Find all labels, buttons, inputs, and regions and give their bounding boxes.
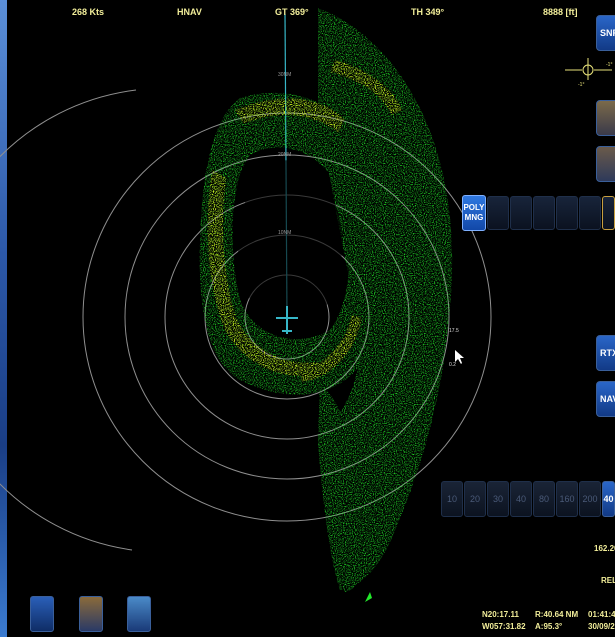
nav-button[interactable]: NAV: [596, 381, 615, 417]
range-button-30[interactable]: 30: [487, 481, 509, 517]
eyewall-green: [199, 92, 389, 395]
rel-label: REL: [601, 576, 615, 585]
poly-label-line1: POLY: [463, 203, 485, 212]
latitude-readout: N20:17.11: [482, 610, 519, 619]
globe-button[interactable]: [127, 596, 151, 632]
heavy-outer: [330, 60, 402, 115]
ring-label-20: 20NM: [278, 152, 291, 158]
gain-value: 162.20: [594, 544, 615, 553]
edit-tool-button[interactable]: [556, 196, 578, 230]
true-heading: TH 349°: [411, 7, 445, 17]
heavy-west: [207, 170, 318, 376]
range-button-160[interactable]: 160: [556, 481, 578, 517]
range-button-selected[interactable]: 40: [602, 481, 615, 517]
pitch-right-value: -1°: [606, 62, 612, 68]
pitch-marker-icon: [565, 58, 612, 80]
rtx-button[interactable]: RTX: [596, 335, 615, 371]
square-tool-button[interactable]: [510, 196, 532, 230]
satellite-off-button[interactable]: [30, 596, 54, 632]
poly-label-line2: MNG: [464, 213, 484, 222]
header-bar: 268 Kts HNAV GT 369° TH 349° 8888 [ft]: [7, 0, 615, 20]
pitch-left-value: -1°: [578, 82, 584, 88]
camera-tool-button[interactable]: [596, 146, 615, 182]
snr-button[interactable]: SNR: [596, 15, 615, 51]
weather-returns: [199, 8, 453, 592]
screen-tool-button[interactable]: [602, 196, 615, 230]
range-button-200[interactable]: 200: [579, 481, 601, 517]
date-readout: 30/09/202: [588, 622, 615, 631]
background-window-edge: [0, 0, 7, 637]
spiral-tail: [318, 380, 372, 592]
heavy-south: [300, 315, 362, 382]
poly-mng-button[interactable]: POLY MNG: [462, 195, 486, 231]
tilt-bottom-value: 0.2: [449, 362, 456, 368]
circle-tool-button[interactable]: [487, 196, 509, 230]
longitude-readout: W057:31.82: [482, 622, 526, 631]
ring-label-10: 10NM: [278, 230, 291, 236]
range-button-80[interactable]: 80: [533, 481, 555, 517]
range-arc-left: [0, 89, 137, 551]
ground-speed: 268 Kts: [72, 7, 105, 17]
heavy-north: [235, 98, 345, 132]
map-layers-button[interactable]: [79, 596, 103, 632]
ground-track: GT 369°: [275, 7, 309, 17]
mouse-cursor-icon: [455, 350, 464, 364]
range-button-40[interactable]: 40: [510, 481, 532, 517]
layers-tool-button[interactable]: [579, 196, 601, 230]
time-readout: 01:41:41: [588, 610, 615, 619]
clipboard-tool-button[interactable]: [596, 100, 615, 136]
altitude-readout: 8888 [ft]: [543, 7, 578, 17]
range-button-10[interactable]: 10: [441, 481, 463, 517]
ruler-tool-button[interactable]: [533, 196, 555, 230]
range-button-20[interactable]: 20: [464, 481, 486, 517]
hurricane-eye: [238, 160, 342, 330]
cursor-range-readout: R:40.64 NM: [535, 610, 579, 619]
ring-label-30: 30NM: [278, 72, 291, 78]
tilt-top-value: 17.5: [449, 328, 459, 334]
stray-return: [365, 592, 372, 602]
nav-mode: HNAV: [177, 7, 202, 17]
aircraft-icon: [276, 306, 298, 334]
cursor-azimuth-readout: A:95.3°: [535, 622, 563, 631]
